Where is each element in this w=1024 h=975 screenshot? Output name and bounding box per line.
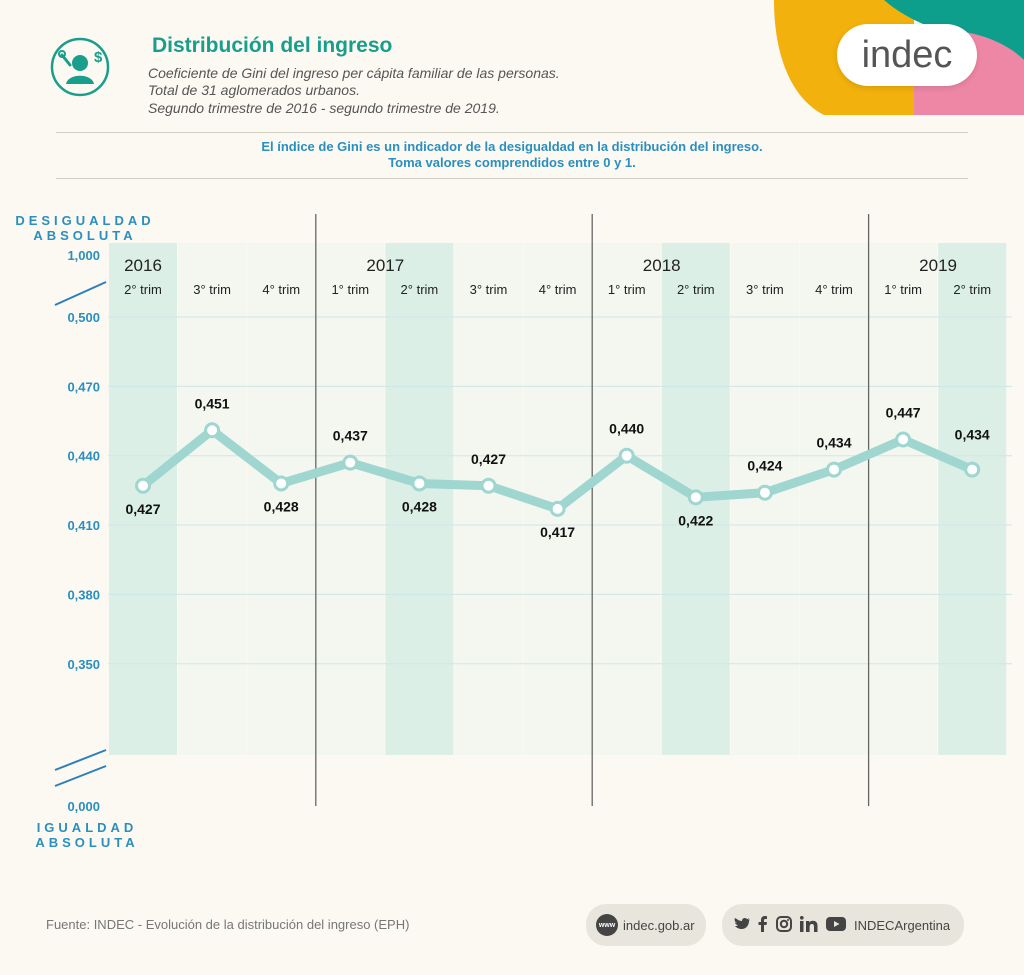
subtitle-line-2: Total de 31 aglomerados urbanos. [148,82,360,98]
subtitle-line-1: Coeficiente de Gini del ingreso per cápi… [148,65,560,81]
subtitle-line-3: Segundo trimestre de 2016 - segundo trim… [148,100,500,116]
axis-break-mark [54,765,107,787]
quarter-band [938,243,1007,755]
data-label: 0,427 [471,451,506,467]
quarter-label: 2° trim [401,282,439,297]
quarter-band-light [178,243,247,755]
data-point [964,461,981,478]
quarter-label: 3° trim [470,282,508,297]
y-tick-label: 0,350 [67,657,100,672]
intro-text: El índice de Gini es un indicador de la … [56,139,968,171]
quarter-label: 2° trim [677,282,715,297]
quarter-label: 4° trim [262,282,300,297]
year-label: 2016 [124,256,162,275]
quarter-band-light [316,243,385,755]
quarter-band [385,243,454,755]
quarter-band-light [454,243,523,755]
quarter-band-light [869,243,938,755]
data-point [480,477,497,494]
y-bottom-label: ABSOLUTA [35,835,138,850]
data-point [826,461,842,478]
year-label: 2019 [919,256,957,275]
data-label: 0,428 [402,498,437,514]
data-label: 0,451 [195,395,230,411]
quarter-label: 3° trim [193,282,231,297]
quarter-label: 4° trim [815,282,853,297]
quarter-label: 3° trim [746,282,784,297]
divider-bottom [56,178,968,179]
quarter-label: 4° trim [539,282,577,297]
quarter-label: 2° trim [124,282,162,297]
data-point [756,484,773,501]
data-label: 0,422 [678,512,713,528]
linkedin-icon[interactable] [800,915,818,935]
data-point [549,500,566,517]
data-point [135,477,151,494]
data-label: 0,424 [747,458,782,474]
data-point [618,447,635,464]
data-point [204,422,221,439]
data-point [273,475,290,492]
quarter-band-light [592,243,661,755]
year-label: 2017 [366,256,404,275]
social-handle: INDECArgentina [854,917,951,933]
y-tick-label: 0,440 [67,449,100,464]
quarter-label: 1° trim [608,282,646,297]
intro-line-2: Toma valores comprendidos entre 0 y 1. [388,155,636,170]
source-note: Fuente: INDEC - Evolución de la distribu… [46,917,410,932]
y-top-label: DESIGUALDAD [15,213,154,228]
y-tick-label: 0,500 [67,310,100,325]
data-label: 0,437 [333,428,368,444]
data-label: 0,417 [540,524,575,540]
quarter-label: 1° trim [331,282,369,297]
gini-line-chart: 1,000 0,500 0,470 0,440 0,410 0,380 0,350 0,000… [15,213,1012,850]
year-label: 2018 [643,256,681,275]
data-label: 0,427 [125,501,160,517]
data-point [342,454,359,471]
data-point [411,475,428,492]
data-point [895,431,912,448]
social-links[interactable]: INDECArgentina [722,904,964,946]
instagram-icon[interactable] [776,915,792,935]
income-distribution-icon: $ [50,37,110,97]
quarter-label: 1° trim [884,282,922,297]
data-label: 0,440 [609,421,644,437]
y-top-label: ABSOLUTA [33,228,136,243]
data-label: 0,434 [816,435,851,451]
data-label: 0,434 [955,427,990,443]
axis-break-mark [54,281,107,306]
y-tick-label: 0,470 [67,379,100,394]
y-tick-label: 0,000 [67,799,100,814]
quarter-label: 2° trim [953,282,991,297]
quarter-band-light [247,243,316,755]
quarter-band [109,243,177,755]
intro-line-1: El índice de Gini es un indicador de la … [261,139,763,154]
data-label: 0,428 [264,498,299,514]
y-tick-label: 0,410 [67,518,100,533]
twitter-icon[interactable] [734,917,750,934]
axis-break-mark [54,749,107,771]
y-tick-label: 0,380 [67,587,100,602]
youtube-icon[interactable] [826,916,846,934]
website-label: indec.gob.ar [623,917,695,933]
data-point [687,489,704,506]
indec-logo: indec [837,24,977,86]
facebook-icon[interactable] [758,915,768,935]
y-bottom-label: IGUALDAD [37,820,138,835]
data-label: 0,447 [886,405,921,421]
y-tick-label: 1,000 [67,248,100,263]
quarter-band-light [800,243,868,755]
svg-text:$: $ [94,49,103,66]
website-link[interactable]: www indec.gob.ar [586,904,706,946]
divider-top [56,132,968,133]
page-title: Distribución del ingreso [152,34,393,57]
web-icon: www [596,914,618,936]
